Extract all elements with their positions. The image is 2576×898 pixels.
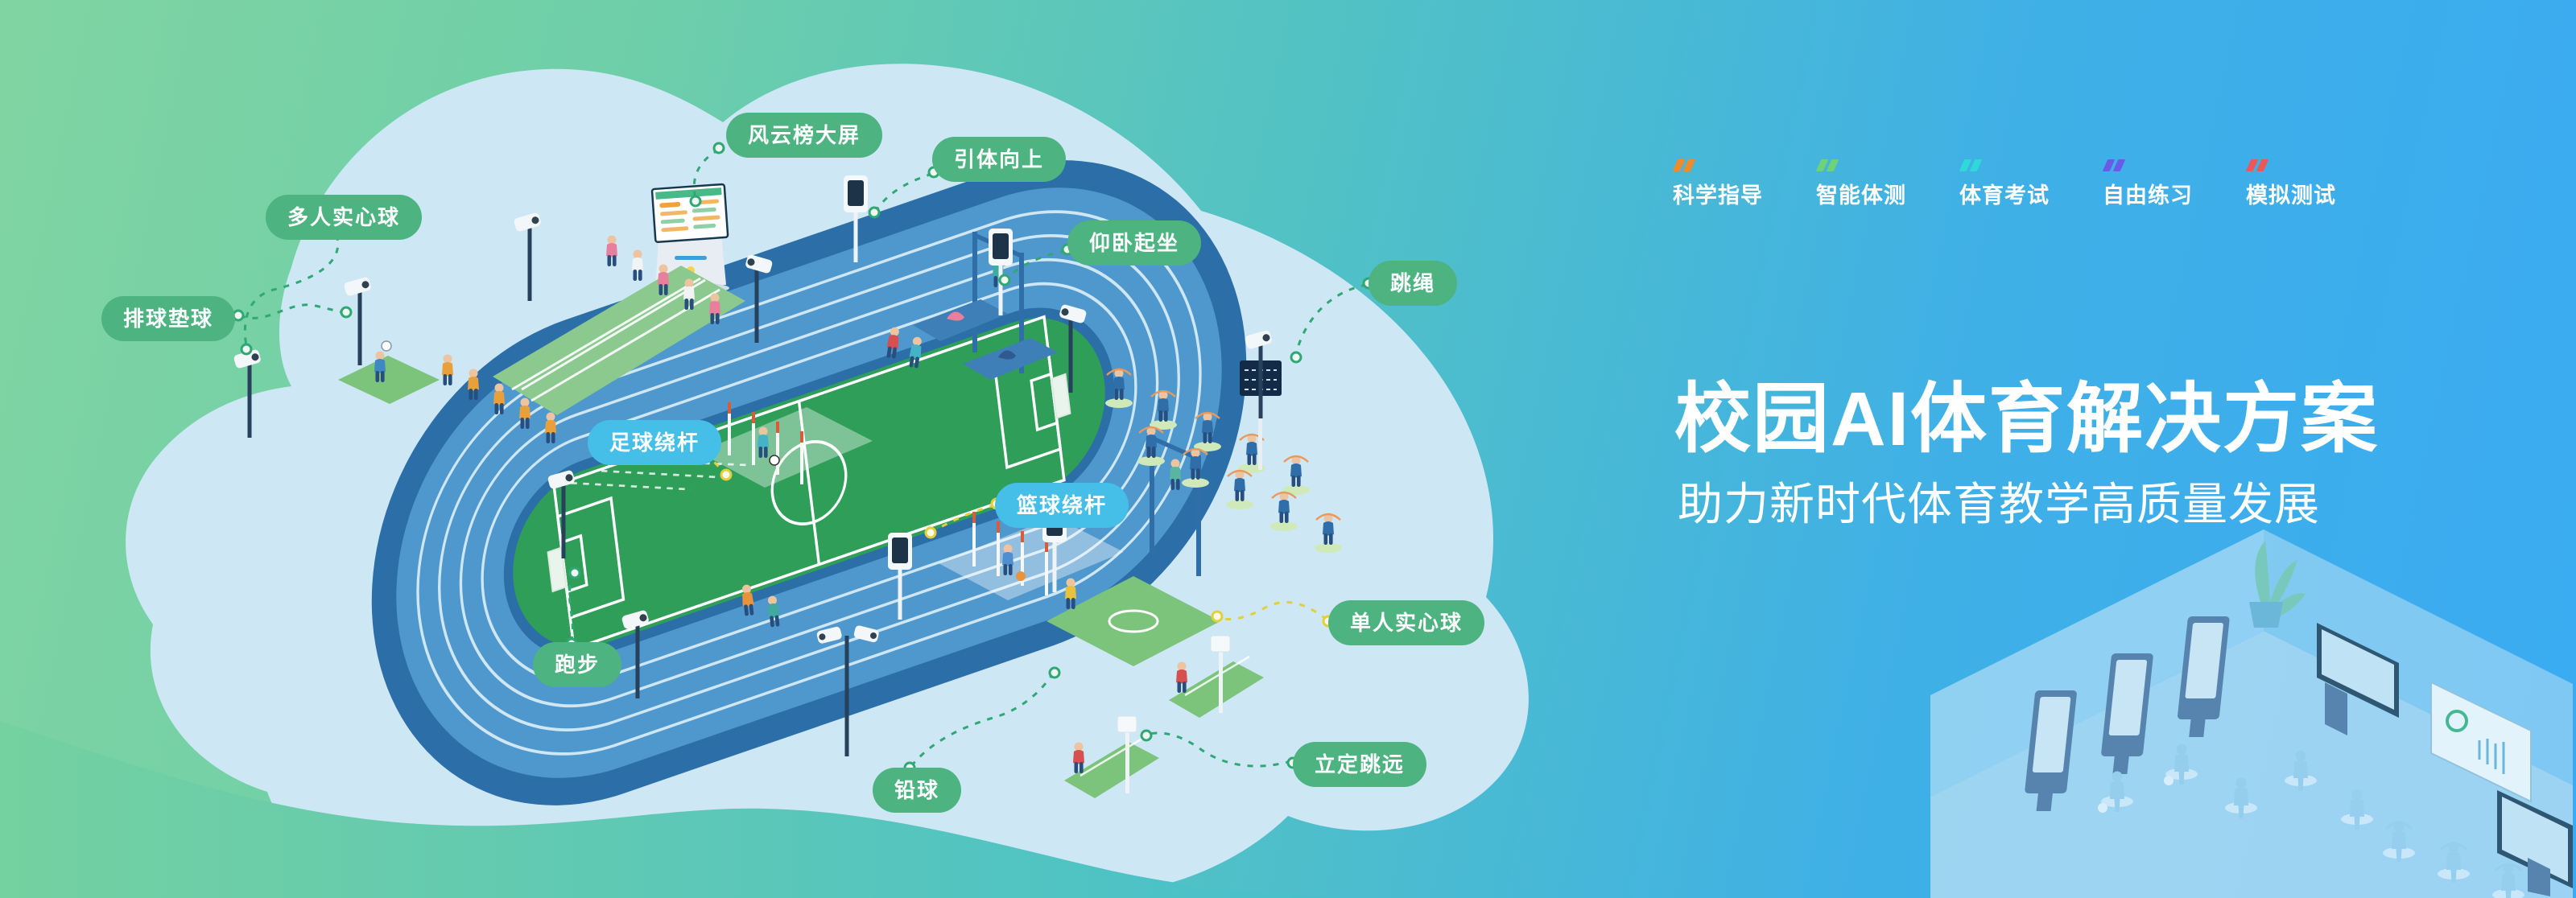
- student-rows: [442, 235, 745, 443]
- menu-item-free-practice[interactable]: 自由练习: [2102, 159, 2193, 209]
- wall-displays: [2317, 623, 2573, 896]
- double-slash-icon: [2102, 159, 2193, 171]
- station-label-basketball: 篮球绕杆: [995, 483, 1129, 528]
- bottom-wave: [0, 721, 1368, 898]
- menu-item-label: 自由练习: [2103, 183, 2193, 208]
- station-label-soccer: 足球绕杆: [588, 420, 722, 465]
- station-label-shot-put: 铅球: [873, 768, 962, 813]
- station-label-pull-up: 引体向上: [932, 137, 1067, 182]
- sit-up-mats: [913, 299, 1058, 380]
- menu-item-smart-fitness-test[interactable]: 智能体测: [1815, 159, 1906, 209]
- plant: [2249, 541, 2306, 628]
- double-slash-icon: [1815, 159, 1906, 171]
- room-jump-ropers: [2383, 821, 2524, 898]
- camera-icons: [233, 212, 1273, 756]
- feature-menu: 科学指导 智能体测 体育考试 自由练习 模拟测试: [1672, 159, 2336, 209]
- page-subtitle: 助力新时代体育教学高质量发展: [1678, 479, 2320, 529]
- menu-item-label: 科学指导: [1673, 183, 1763, 208]
- menu-item-label: 体育考试: [1959, 183, 2050, 208]
- room-floor: [1930, 631, 2573, 898]
- station-label-single-ball: 单人实心球: [1328, 600, 1485, 645]
- volleyball-station: [338, 340, 440, 404]
- smart-gym-room-illustration: [1930, 529, 2573, 898]
- menu-item-mock-test[interactable]: 模拟测试: [2245, 159, 2336, 209]
- menu-item-label: 智能体测: [1816, 183, 1906, 208]
- jump-rope-group: [1105, 368, 1342, 554]
- station-label-multi-ball: 多人实心球: [266, 195, 423, 240]
- station-label-jump-rope: 跳绳: [1368, 261, 1458, 306]
- station-label-long-jump: 立定跳远: [1293, 742, 1427, 787]
- double-slash-icon: [1959, 159, 2050, 171]
- menu-item-pe-exam[interactable]: 体育考试: [1959, 159, 2050, 209]
- soccer-slalom-station: [699, 402, 873, 488]
- room-left-wall: [1930, 529, 2264, 797]
- station-label-sit-up: 仰卧起坐: [1067, 220, 1202, 266]
- menu-item-label: 模拟测试: [2246, 183, 2336, 208]
- soccer-field-markings: [547, 315, 1071, 651]
- basketball-slalom-station: [939, 512, 1124, 600]
- double-slash-icon: [2245, 159, 2336, 171]
- room-people: [2098, 744, 2524, 898]
- kiosk-screens: [2025, 616, 2230, 811]
- menu-item-science-guidance[interactable]: 科学指导: [1672, 159, 1763, 209]
- long-jump-station: [1064, 715, 1159, 798]
- station-label-leaderboard: 风云榜大屏: [726, 113, 883, 158]
- station-label-volleyball: 排球垫球: [101, 296, 236, 341]
- double-slash-icon: [1672, 159, 1763, 171]
- stadium-illustration: [0, 64, 1529, 898]
- station-label-running: 跑步: [533, 642, 622, 687]
- single-ball-station: [1169, 635, 1264, 718]
- shot-put-station: [1046, 576, 1220, 666]
- page-title: 校园AI体育解决方案: [1674, 377, 2380, 462]
